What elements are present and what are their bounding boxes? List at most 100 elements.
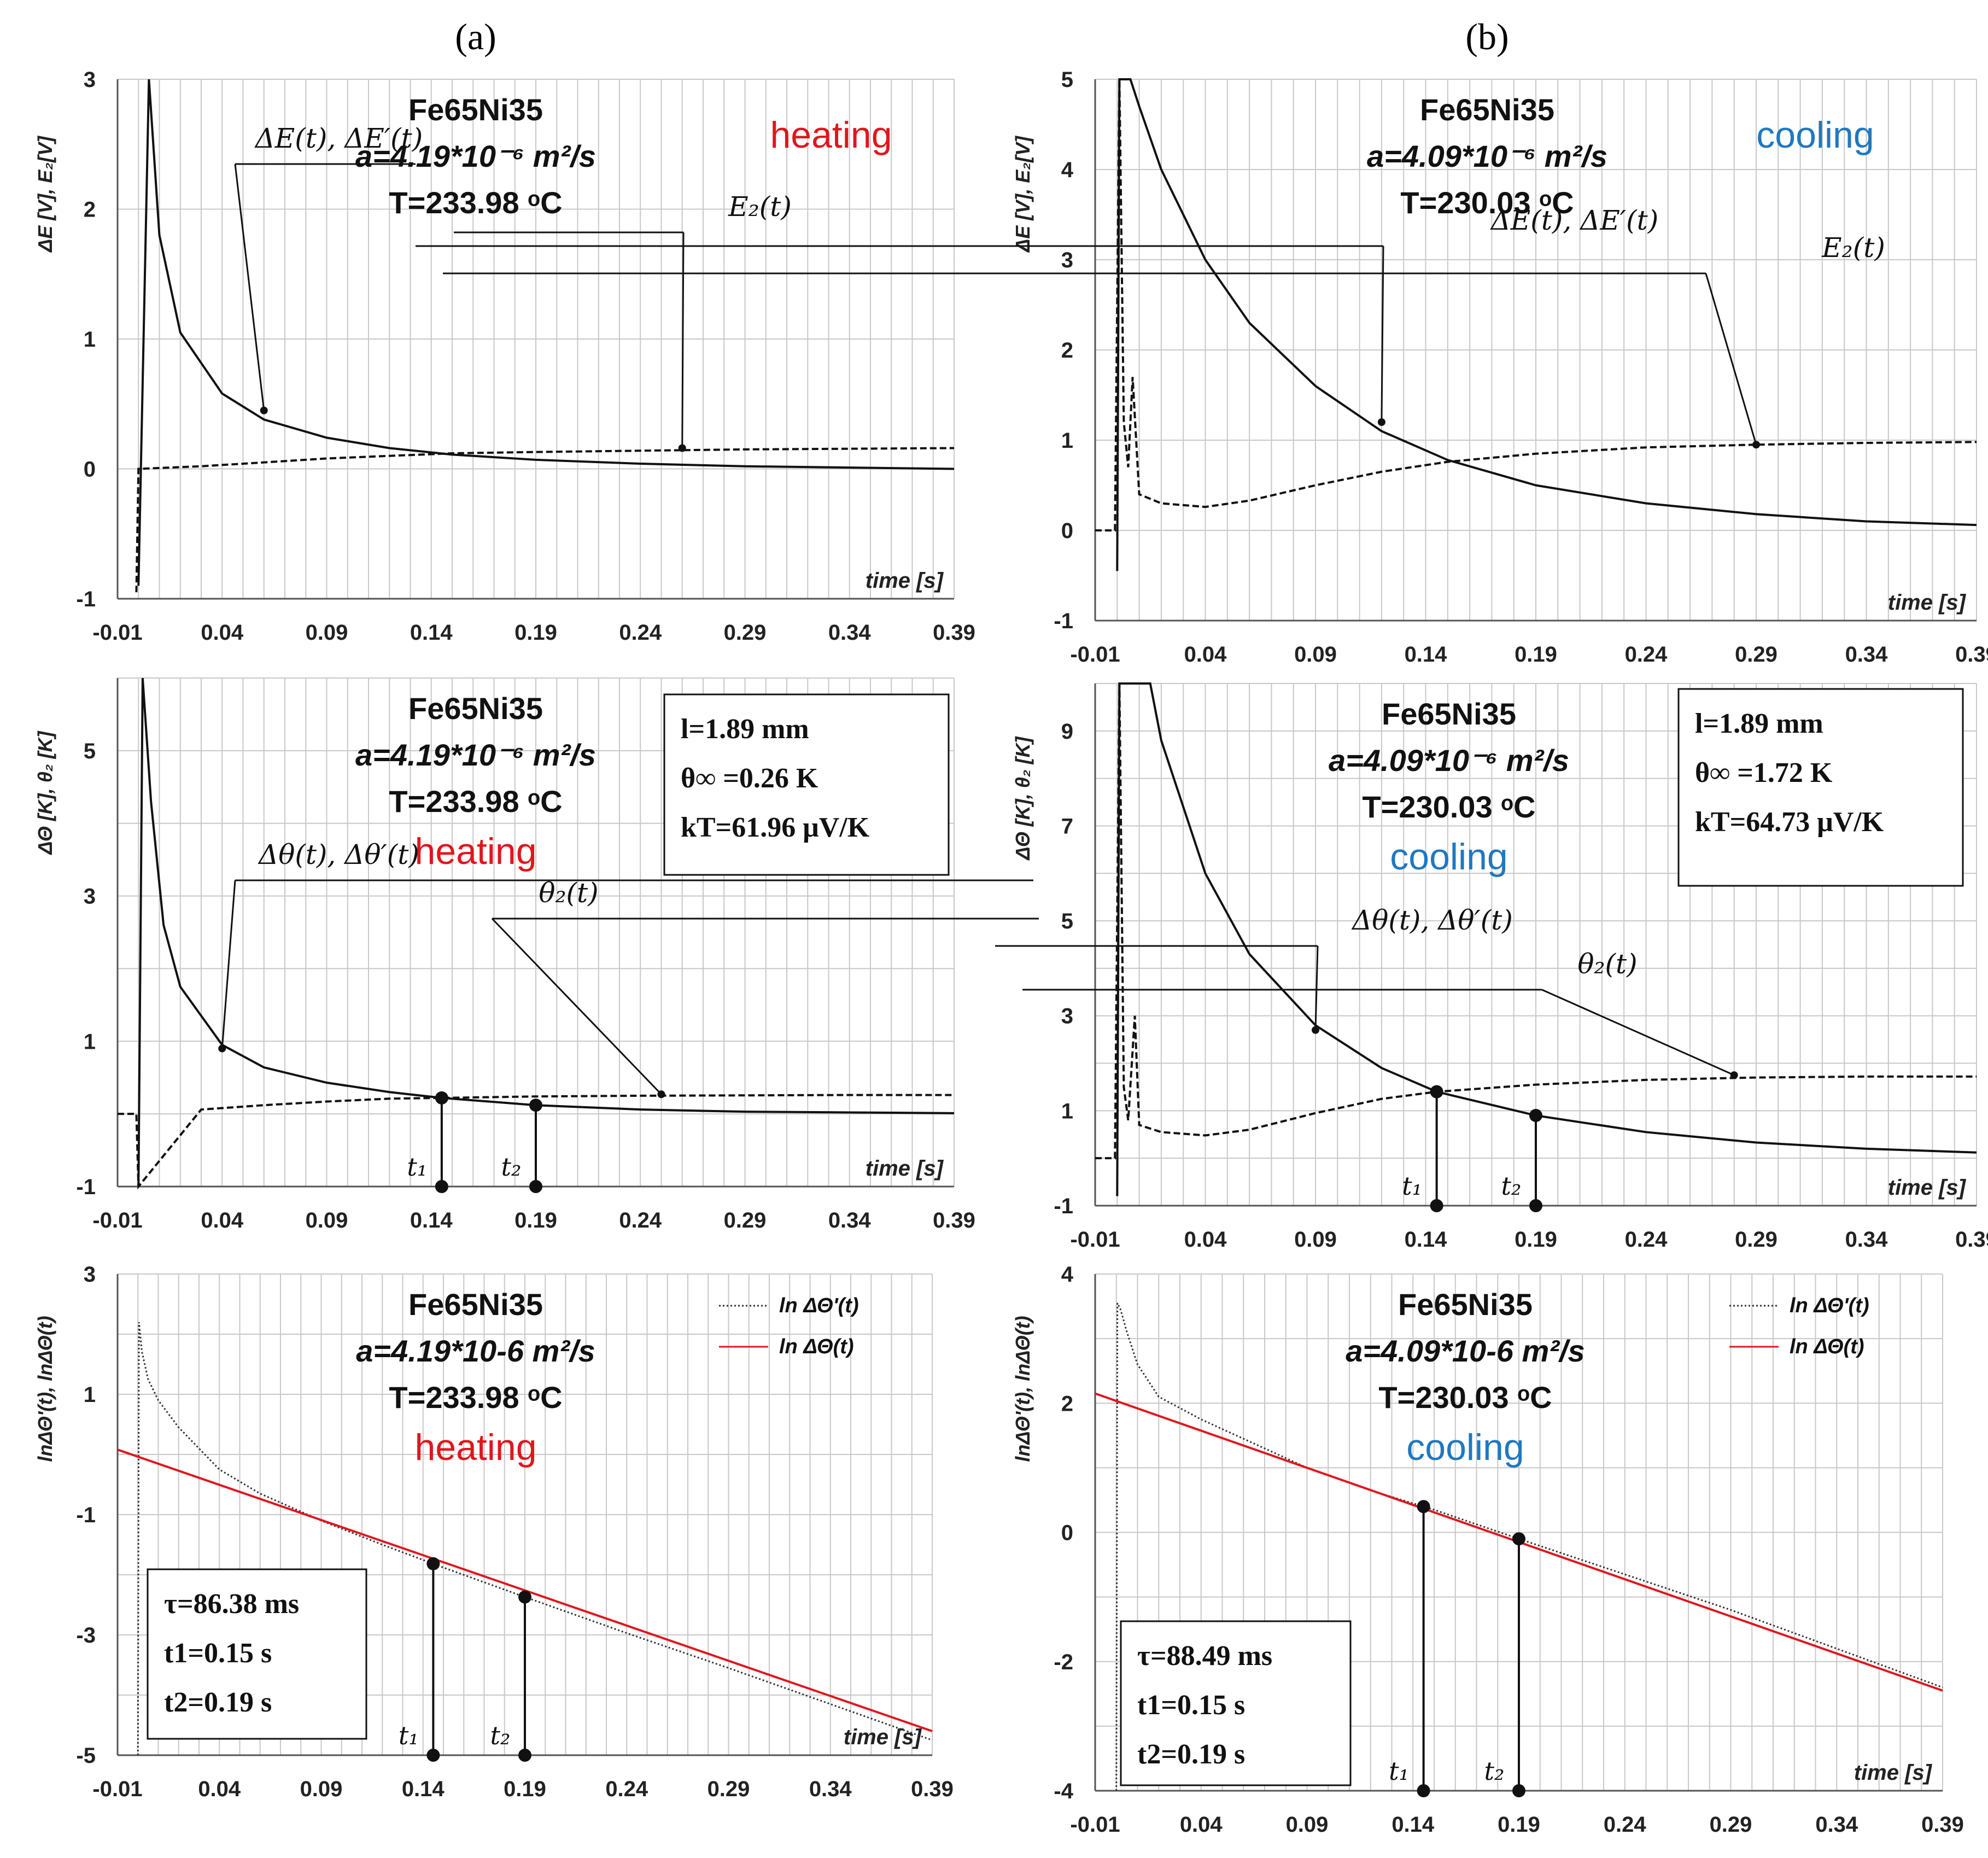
x-tick-label: 0.24 [1604,1813,1647,1837]
info-box-line: kT=64.73 μV/K [1695,807,1884,838]
y-tick-label: 1 [1061,1099,1073,1123]
mode-label: heating [414,1427,536,1468]
info-box [663,693,950,876]
y-tick-label: -1 [1054,609,1073,633]
marker-dot-top-t2 [1529,1109,1542,1123]
y-tick-label: 2 [1061,1392,1073,1416]
x-tick-label: 0.19 [514,621,557,645]
y-tick-label: 1 [84,1383,96,1407]
x-tick-label: 0.24 [1625,1228,1668,1252]
chart-title-line: a=4.09*10⁻⁶ m²/s [1329,743,1569,778]
legend-label-0: ln ΔΘ'(t) [1790,1294,1869,1317]
y-tick-label: -1 [76,1503,96,1527]
legend-label-1: ln ΔΘ(t) [779,1335,854,1358]
info-box-line: t2=0.19 s [164,1687,272,1718]
y-tick-label: 0 [1061,519,1073,543]
curve-label-leader [221,880,236,1049]
chart-b3: -0.01 0.04 0.09 0.14 0.19 0.24 0.29 0.34 0.39 -4 -… [1011,1263,1964,1837]
chart-title-line: a=4.09*10-6 m²/s [1346,1334,1584,1368]
x-tick-label: 0.29 [1710,1813,1752,1837]
chart-a3: -0.01 0.04 0.09 0.14 0.19 0.24 0.29 0.34 0.39 -5 -… [34,1263,954,1801]
series-line-1 [117,1448,933,1732]
x-axis-label: time [s] [844,1725,922,1749]
y-tick-label: 5 [84,739,96,763]
x-tick-label: 0.14 [1391,1813,1435,1837]
chart-grid: -0.01 0.04 0.09 0.14 0.19 0.24 0.29 0.34 0.39 -1 0… [34,68,1988,1837]
x-tick-label: 0.24 [619,621,662,645]
y-tick-label: -4 [1054,1779,1073,1803]
marker-label-t2: t₂ [1484,1756,1505,1786]
y-axis-label: lnΔΘ'(t), lnΔΘ(t) [34,1316,56,1462]
y-tick-label: 4 [1061,158,1074,182]
y-tick-label: 0 [84,458,96,482]
chart-title-line: a=4.19*10⁻⁶ m²/s [355,139,596,173]
y-tick-label: -1 [1054,1194,1073,1218]
marker-dot-bottom-t1 [1417,1784,1430,1797]
y-axis-label: ΔΘ [K], θ₂ [K] [34,731,56,855]
marker-dot-bottom-t2 [529,1180,542,1193]
info-box-line: t2=0.19 s [1137,1739,1245,1770]
x-tick-label: 0.29 [724,1208,767,1232]
y-tick-label: 9 [1061,720,1073,744]
chart-b1: -0.01 0.04 0.09 0.14 0.19 0.24 0.29 0.34 0.39 -1 0… [416,68,1988,667]
x-tick-label: 0.09 [1286,1813,1329,1837]
info-box-line: t1=0.15 s [1137,1690,1245,1721]
curve-label-leader [1314,945,1319,1030]
x-tick-label: 0.19 [514,1208,557,1232]
x-tick-label: 0.09 [300,1777,343,1801]
marker-dot-bottom-t2 [518,1749,531,1762]
curve-label-0: ΔE(t), ΔE′(t) [254,122,423,154]
y-tick-label: 3 [1061,1004,1073,1029]
panel-label-a: (a) [455,16,496,57]
chart-title-line: Fe65Ni35 [1420,92,1554,127]
chart-a2: -0.01 0.04 0.09 0.14 0.19 0.24 0.29 0.34 0.39 -1 1… [34,677,1039,1232]
y-tick-label: 7 [1061,814,1073,838]
curve-label-1: θ₂(t) [1577,948,1637,980]
x-tick-label: 0.29 [708,1777,750,1801]
y-tick-label: 1 [84,328,96,352]
x-tick-label: 0.39 [933,621,975,645]
x-tick-label: 0.39 [1955,642,1988,667]
y-axis-label: ΔΘ [K], θ₂ [K] [1011,736,1034,861]
y-tick-label: 1 [1061,429,1073,453]
curve-label-0: Δθ(t), Δθ′(t) [1351,904,1513,936]
x-axis-label: time [s] [1888,591,1967,615]
chart-a1: -0.01 0.04 0.09 0.14 0.19 0.24 0.29 0.34 0.39 -1 0… [34,68,975,645]
x-tick-label: 0.34 [828,1208,872,1232]
curve-label-leader [681,232,685,448]
marker-dot-top-t1 [1430,1085,1443,1099]
info-box [1120,1620,1352,1786]
y-tick-label: 1 [84,1030,96,1054]
x-tick-label: 0.34 [828,621,872,645]
chart-title-line: T=233.98 ᵒC [389,1380,562,1415]
x-tick-label: 0.19 [1515,1228,1557,1252]
x-tick-label: 0.14 [410,621,453,645]
y-axis-label: lnΔΘ'(t), lnΔΘ(t) [1011,1316,1034,1462]
x-tick-label: 0.09 [1294,1228,1337,1252]
curve-label-arrowhead [1312,1026,1319,1034]
chart-title-line: Fe65Ni35 [1382,697,1516,731]
marker-dot-bottom-t1 [1430,1199,1443,1212]
chart-title-line: Fe65Ni35 [408,691,543,726]
x-tick-label: 0.04 [1184,1228,1227,1252]
curve-label-arrowhead [1752,441,1760,449]
info-box-line: τ=88.49 ms [1137,1640,1272,1672]
info-box-line: l=1.89 mm [1695,708,1823,739]
x-tick-label: -0.01 [1070,1228,1120,1252]
x-tick-label: 0.04 [1180,1813,1223,1837]
curve-label-leader [1705,273,1757,445]
chart-title-line: T=233.98 ᵒC [389,185,562,220]
x-tick-label: 0.09 [1294,642,1337,667]
x-tick-label: 0.14 [410,1208,453,1232]
mode-label: cooling [1390,836,1508,878]
x-tick-label: 0.29 [724,621,767,645]
y-tick-label: 3 [84,1263,96,1287]
series-line-0 [137,677,955,1187]
x-tick-label: 0.19 [1515,642,1557,667]
info-box-line: l=1.89 mm [681,714,809,745]
info-box [1677,688,1964,887]
x-tick-label: 0.34 [1845,1228,1888,1252]
marker-label-t1: t₁ [399,1721,419,1750]
y-tick-label: -3 [76,1623,96,1647]
y-tick-label: -2 [1054,1650,1073,1674]
